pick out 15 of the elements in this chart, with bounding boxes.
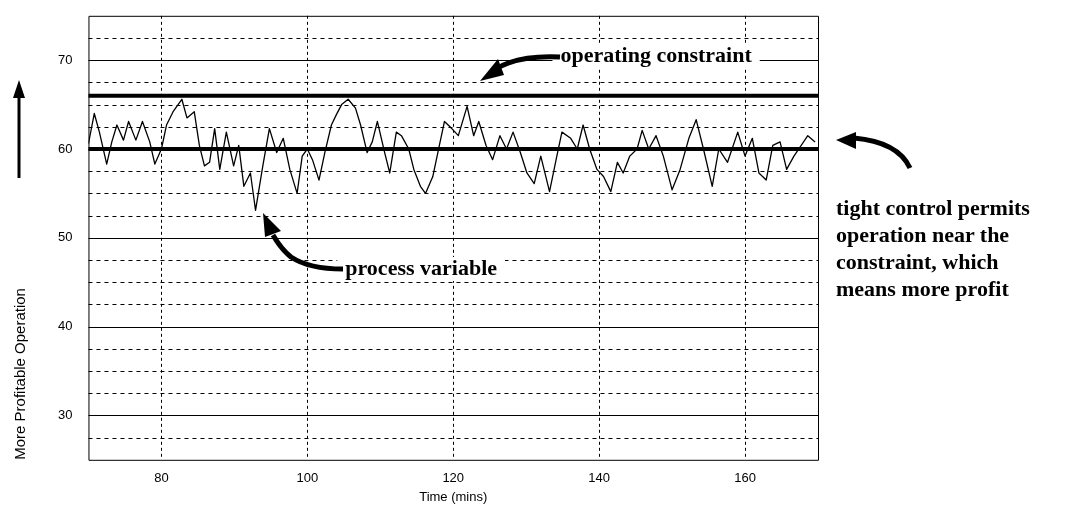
x-tick-label: 140 (588, 470, 610, 486)
y-tick-label: 30 (57, 406, 73, 422)
annotation: operating constraint (560, 42, 753, 68)
x-tick-label: 160 (734, 470, 756, 486)
text: tight control permits operation near the constraint, which means more profit (836, 194, 1031, 302)
annotation: process variable (345, 254, 498, 280)
y-tick-label: 40 (57, 318, 73, 334)
x-axis-title: Time (mins) (419, 488, 488, 504)
x-tick-label: 80 (154, 470, 169, 486)
y-tick-label: 70 (57, 51, 73, 67)
y-tick-label: 50 (57, 229, 73, 245)
x-tick-label: 100 (296, 470, 319, 486)
x-tick-label: 120 (442, 470, 465, 486)
y-axis-title: More Profitable Operation (11, 288, 29, 460)
y-tick-label: 60 (57, 140, 73, 156)
